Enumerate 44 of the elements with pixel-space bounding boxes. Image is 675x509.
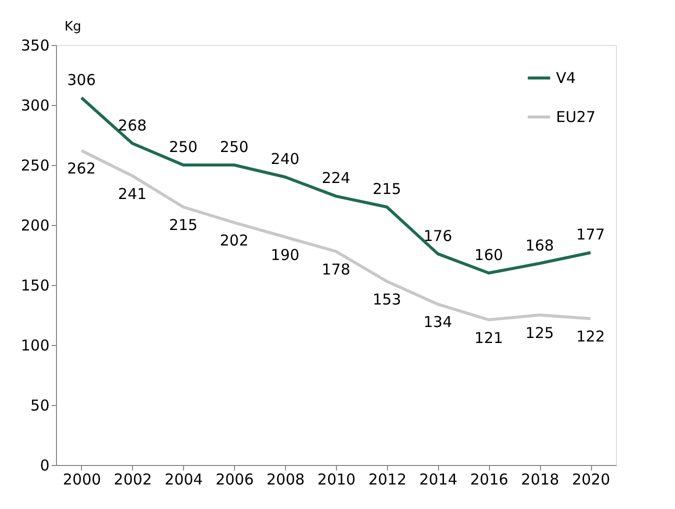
y-tick-label: 300 (20, 96, 50, 114)
x-tick-label: 2016 (470, 470, 508, 488)
x-tick-label: 2008 (266, 470, 305, 488)
x-tick-label: 2006 (216, 470, 254, 488)
data-label: 268 (118, 116, 147, 134)
data-label: 202 (220, 232, 248, 250)
y-tick-label: 100 (20, 336, 50, 354)
x-tick-label: 2014 (419, 470, 458, 488)
data-label: 215 (168, 216, 198, 234)
x-tick-label: 2010 (317, 470, 356, 488)
data-label: 121 (474, 328, 504, 347)
legend-label: V4 (556, 69, 576, 87)
data-label: 241 (118, 184, 147, 203)
data-label: 134 (424, 313, 452, 332)
x-tick-label: 2018 (521, 470, 560, 488)
data-label: 250 (168, 138, 198, 156)
data-label: 160 (474, 246, 504, 264)
y-tick-label: 150 (20, 276, 50, 294)
data-label: 262 (67, 160, 96, 178)
y-tick-label: 0 (40, 456, 50, 474)
y-axis-title: Kg (64, 20, 82, 34)
data-label: 215 (372, 180, 402, 198)
data-label: 177 (576, 226, 605, 244)
x-tick-label: 2004 (164, 470, 203, 488)
x-tick-label: 2002 (114, 470, 152, 488)
data-label: 153 (372, 290, 402, 308)
legend-label: EU27 (556, 108, 596, 126)
y-tick-label: 350 (20, 36, 50, 54)
data-label: 176 (424, 226, 452, 245)
data-label: 125 (525, 324, 554, 342)
y-tick-label: 50 (30, 396, 50, 414)
data-label: 240 (270, 150, 300, 168)
y-tick-label: 200 (20, 216, 50, 234)
data-label: 168 (525, 236, 554, 254)
x-tick-label: 2012 (368, 470, 407, 488)
x-tick-label: 2000 (62, 470, 102, 488)
data-label: 250 (220, 138, 248, 156)
x-tick-label: 2020 (572, 470, 610, 488)
data-label: 224 (322, 169, 350, 188)
data-label: 190 (270, 246, 300, 264)
y-tick-label: 250 (20, 156, 50, 174)
data-label: 178 (322, 260, 350, 278)
data-label: 306 (67, 70, 96, 89)
data-label: 122 (576, 328, 605, 346)
